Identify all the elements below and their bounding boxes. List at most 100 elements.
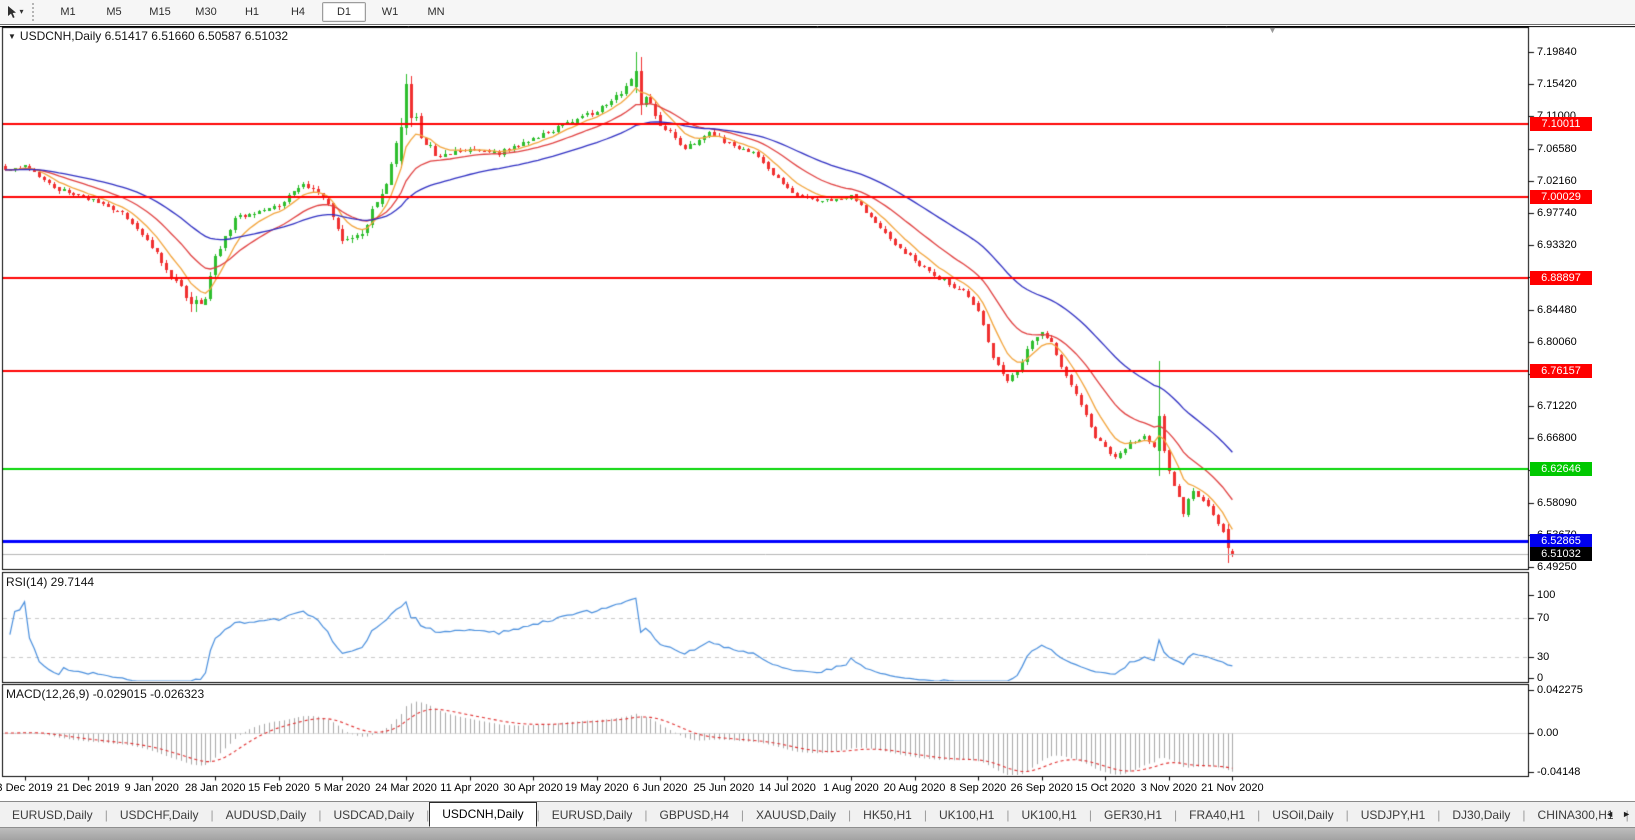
tab-separator: | xyxy=(1625,808,1629,822)
date-label: 28 Jan 2020 xyxy=(184,782,246,794)
macd-scale-label: 0.042275 xyxy=(1537,684,1583,696)
chart-tab-4-USDCNH-Daily[interactable]: USDCNH,Daily xyxy=(429,802,537,827)
price-tick-label: 6.71220 xyxy=(1537,400,1577,413)
date-label: 3 Dec 2019 xyxy=(0,782,53,794)
timeframe-button-M5[interactable]: M5 xyxy=(106,6,122,18)
chart-area: ▼ USDCNH,Daily 6.51417 6.51660 6.50587 6.… xyxy=(0,25,1635,801)
rsi-scale-label: 70 xyxy=(1537,612,1550,624)
price-tick-label: 7.19840 xyxy=(1537,46,1577,58)
tab-separator: | xyxy=(923,808,927,822)
tab-scroll-right-icon[interactable]: ► xyxy=(1622,809,1631,819)
date-label: 19 May 2020 xyxy=(564,782,629,794)
price-level-flag: 7.00029 xyxy=(1530,189,1592,204)
date-label: 15 Feb 2020 xyxy=(247,782,310,794)
tab-separator: | xyxy=(1522,808,1526,822)
bid-price-flag: 6.51032 xyxy=(1530,546,1592,561)
price-tick-label: 7.15420 xyxy=(1537,78,1577,91)
timeframe-button-H4[interactable]: H4 xyxy=(290,6,306,18)
tab-scroll-left-icon[interactable]: ◄ xyxy=(1605,809,1615,819)
timeframe-button-H1[interactable]: H1 xyxy=(244,6,260,18)
tab-separator: | xyxy=(210,808,214,822)
date-label: 20 Aug 2020 xyxy=(883,782,946,794)
price-level-flag: 6.88897 xyxy=(1530,270,1592,285)
tab-separator: | xyxy=(104,808,108,822)
chart-tab-16-CHINA300-H1[interactable]: CHINA300,H1 xyxy=(1537,808,1614,822)
tab-separator: | xyxy=(426,808,430,822)
date-label: 6 Jun 2020 xyxy=(633,782,688,794)
date-label: 15 Oct 2020 xyxy=(1075,782,1136,794)
price-level-flag: 6.62646 xyxy=(1530,462,1592,477)
price-level-flag: 7.10011 xyxy=(1530,116,1592,131)
date-label: 11 Apr 2020 xyxy=(440,782,499,794)
chart-tab-13-USOil-Daily[interactable]: USOil,Daily xyxy=(1272,808,1334,822)
rsi-scale-label: 0 xyxy=(1537,672,1544,684)
price-tick-label: 7.06580 xyxy=(1537,142,1577,155)
chart-tab-3-USDCAD-Daily[interactable]: USDCAD,Daily xyxy=(333,808,415,822)
macd-indicator-label: MACD(12,26,9) -0.029015 -0.026323 xyxy=(6,687,205,701)
date-label: 21 Nov 2020 xyxy=(1201,782,1264,794)
rsi-scale-label: 30 xyxy=(1537,651,1550,663)
price-tick-label: 6.66800 xyxy=(1537,432,1577,445)
price-tick-label: 6.93320 xyxy=(1537,239,1577,252)
timeframe-toolbar: ▾ M1 M5 M15 M30 H1 H4 D1 W1 MN xyxy=(0,0,1635,25)
date-label: 1 Aug 2020 xyxy=(823,782,879,794)
chart-tab-1-USDCHF-Daily[interactable]: USDCHF,Daily xyxy=(119,808,199,822)
tab-separator: | xyxy=(1088,808,1092,822)
cursor-tool-button[interactable]: ▾ xyxy=(0,1,30,23)
price-tick-label: 6.58090 xyxy=(1537,496,1577,509)
chart-tab-6-GBPUSD-H4[interactable]: GBPUSD,H4 xyxy=(659,808,729,822)
chart-tab-2-AUDUSD-Daily[interactable]: AUDUSD,Daily xyxy=(225,808,307,822)
tab-separator: | xyxy=(1006,808,1010,822)
macd-scale-label: 0.00 xyxy=(1537,727,1559,739)
timeframe-button-MN[interactable]: MN xyxy=(427,6,445,18)
dropdown-caret-icon[interactable]: ▾ xyxy=(19,7,24,16)
tab-separator: | xyxy=(740,808,745,822)
chart-tab-5-EURUSD-Daily[interactable]: EURUSD,Daily xyxy=(551,808,633,822)
chart-tab-0-EURUSD-Daily[interactable]: EURUSD,Daily xyxy=(12,808,93,822)
chart-tab-15-DJ30-Daily[interactable]: DJ30,Daily xyxy=(1452,808,1511,822)
timeframe-button-D1[interactable]: D1 xyxy=(322,2,366,22)
status-bar xyxy=(0,827,1635,840)
chart-tab-bar: EURUSD,Daily | USDCHF,Daily | AUDUSD,Daily | U… xyxy=(0,801,1635,827)
tab-separator: | xyxy=(1345,808,1349,822)
timeframe-button-W1[interactable]: W1 xyxy=(381,6,399,18)
macd-scale-label: -0.04148 xyxy=(1537,766,1581,778)
chart-tab-12-FRA40-H1[interactable]: FRA40,H1 xyxy=(1189,808,1246,822)
price-tick-label: 6.97740 xyxy=(1537,206,1577,219)
rsi-indicator-label: RSI(14) 29.7144 xyxy=(6,575,95,589)
chart-tab-9-UK100-H1[interactable]: UK100,H1 xyxy=(938,808,995,822)
tab-separator: | xyxy=(644,808,648,822)
cursor-icon xyxy=(8,6,17,18)
timeframe-button-M1[interactable]: M1 xyxy=(60,6,76,18)
date-label: 30 Apr 2020 xyxy=(503,782,563,794)
chart-shift-marker-icon[interactable]: ▼ xyxy=(1268,25,1277,35)
chart-title: ▼ USDCNH,Daily 6.51417 6.51660 6.50587 6.… xyxy=(8,29,289,43)
tab-separator: | xyxy=(1257,808,1261,822)
timeframe-button-M30[interactable]: M30 xyxy=(195,6,217,18)
tab-scroll-buttons: ◄ ► xyxy=(1605,806,1631,822)
timeframe-button-M15[interactable]: M15 xyxy=(149,6,171,18)
price-tick-label: 7.02160 xyxy=(1537,174,1577,187)
chart-tab-8-HK50-H1[interactable]: HK50,H1 xyxy=(863,808,912,822)
toolbar-grip xyxy=(32,3,41,21)
chart-tab-14-USDJPY-H1[interactable]: USDJPY,H1 xyxy=(1360,808,1426,822)
date-label: 3 Nov 2020 xyxy=(1140,782,1197,794)
price-tick-label: 6.49250 xyxy=(1537,561,1577,573)
price-tick-label: 6.84480 xyxy=(1537,303,1577,316)
date-label: 21 Dec 2019 xyxy=(56,782,120,794)
date-label: 25 Jun 2020 xyxy=(693,782,755,794)
tab-separator: | xyxy=(318,808,322,822)
date-label: 5 Mar 2020 xyxy=(314,782,371,794)
tab-separator: | xyxy=(848,808,852,822)
date-label: 9 Jan 2020 xyxy=(124,782,179,794)
price-tick-label: 6.80060 xyxy=(1537,335,1577,348)
tab-separator: | xyxy=(1174,808,1178,822)
collapse-icon[interactable]: ▼ xyxy=(8,32,16,41)
tab-separator: | xyxy=(536,808,540,822)
chart-tab-7-XAUUSD-Daily[interactable]: XAUUSD,Daily xyxy=(756,808,837,822)
chart-canvas[interactable] xyxy=(0,26,1635,801)
chart-tab-11-GER30-H1[interactable]: GER30,H1 xyxy=(1103,808,1163,822)
chart-tab-10-UK100-H1[interactable]: UK100,H1 xyxy=(1021,808,1077,822)
date-label: 26 Sep 2020 xyxy=(1010,782,1073,794)
